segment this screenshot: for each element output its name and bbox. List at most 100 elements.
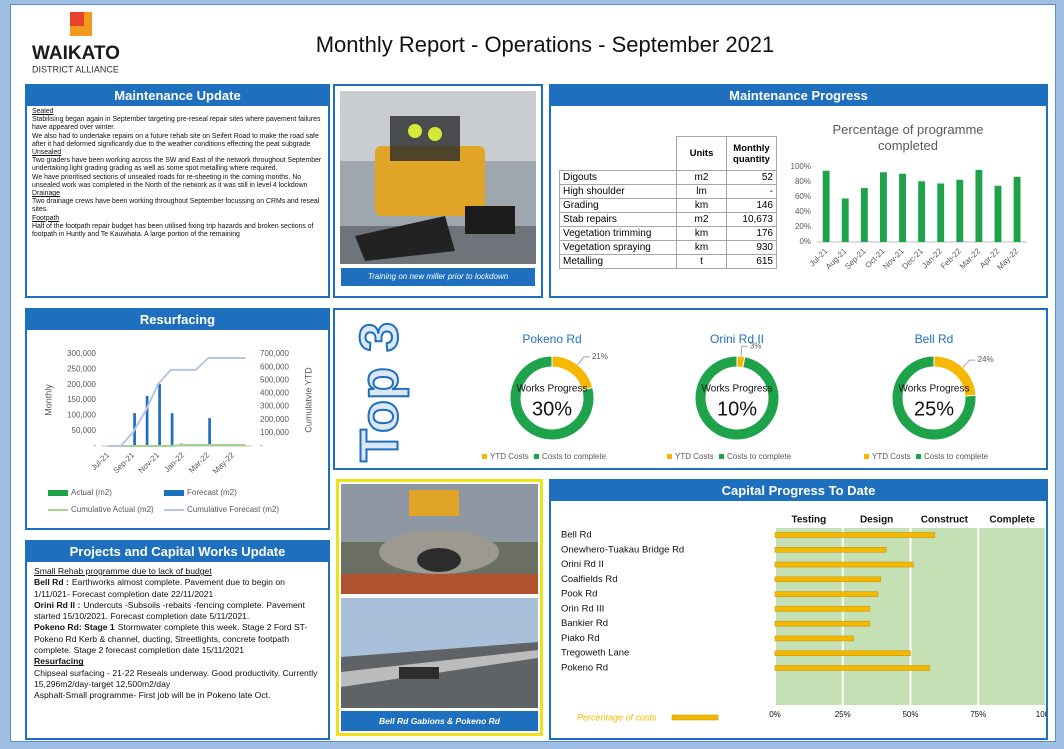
update-label: Bell Rd : xyxy=(34,577,69,587)
y-tick-label: 300,000 xyxy=(67,349,96,358)
table-cell: 146 xyxy=(727,199,777,213)
legend-label: YTD Costs xyxy=(490,452,529,461)
paragraph: We also had to undertake repairs on a fu… xyxy=(32,133,323,149)
bar xyxy=(1014,177,1021,242)
y2-tick-label: 300,000 xyxy=(260,402,289,411)
bar xyxy=(775,666,929,671)
bar xyxy=(775,592,878,597)
stage-column xyxy=(979,528,1045,705)
section-heading: Drainage xyxy=(32,190,323,198)
stage-column xyxy=(844,528,910,705)
update-label: Orini Rd II : xyxy=(34,600,80,610)
projects-body: Small Rehab programme due to lack of bud… xyxy=(27,562,328,706)
table-cell: lm xyxy=(677,185,727,199)
leader-line xyxy=(578,357,590,365)
stage-label: Construct xyxy=(921,515,969,526)
x-tick-label: 50% xyxy=(902,710,918,719)
x-tick-label: Jul-21 xyxy=(89,450,111,472)
row-label: Pook Rd xyxy=(561,589,597,600)
resurfacing-panel: Resurfacing -50,000100,000150,000200,000… xyxy=(25,308,330,530)
section-heading: Footpath xyxy=(32,215,323,223)
machine-track xyxy=(465,206,515,234)
data-label: 24% xyxy=(978,355,994,364)
update-line: Small Rehab programme due to lack of bud… xyxy=(34,566,321,577)
row-label: Orini Rd II xyxy=(561,559,604,570)
paragraph: Stabilising began again in September tar… xyxy=(32,116,323,132)
table-row: Stab repairsm210,673 xyxy=(560,213,777,227)
bar xyxy=(775,547,886,552)
table-cell: km xyxy=(677,241,727,255)
x-tick-label: Sep-21 xyxy=(843,246,868,271)
page: Monthly Report { "header": {"logo_name":… xyxy=(0,0,1064,749)
x-tick-label: Nov-21 xyxy=(137,450,162,475)
table-header-row: UnitsMonthly quantity xyxy=(560,137,777,171)
bar xyxy=(937,184,944,243)
data-label: 21% xyxy=(592,352,608,361)
legend-swatch xyxy=(719,454,724,459)
update-text: Asphalt-Small programme- First job will … xyxy=(34,690,270,700)
table-cell: 615 xyxy=(727,255,777,269)
top3-charts: Top 3 Pokeno Rd21%Works Progress30%YTD C… xyxy=(335,310,1046,468)
table-cell: m2 xyxy=(677,213,727,227)
y-tick-label: 100% xyxy=(791,162,811,171)
legend-swatch xyxy=(482,454,487,459)
progress-chart: 0%20%40%60%80%100%Jul-21Aug-21Sep-21Oct-… xyxy=(771,108,1047,296)
panel-title: Maintenance Progress xyxy=(551,86,1046,106)
resurfacing-chart: -50,000100,000150,000200,000250,000300,0… xyxy=(27,330,328,528)
legend-label: Cumulative Forecast (m2) xyxy=(187,505,279,514)
row-label: Bankier Rd xyxy=(561,618,608,629)
x-tick-label: Sep-21 xyxy=(112,450,137,475)
update-text: Earthworks almost complete. Pavement due… xyxy=(34,577,285,598)
bar xyxy=(775,636,854,641)
y-tick-label: 60% xyxy=(795,192,811,201)
table-cell: 930 xyxy=(727,241,777,255)
leader-line xyxy=(741,346,748,356)
legend-label: YTD Costs xyxy=(675,452,714,461)
x-tick-label: 0% xyxy=(769,710,781,719)
section-heading: Sealed xyxy=(32,108,323,116)
legend-label: Cumulative Actual (m2) xyxy=(71,505,154,514)
legend-swatch xyxy=(672,715,718,720)
table-cell: t xyxy=(677,255,727,269)
excavator xyxy=(409,490,459,516)
y2-tick-label: 700,000 xyxy=(260,349,289,358)
paragraph: Two drainage crews have been working thr… xyxy=(32,198,323,214)
legend-swatch xyxy=(48,490,68,496)
y-tick-label: 250,000 xyxy=(67,364,96,373)
bar xyxy=(775,606,870,611)
photo-soil xyxy=(341,574,538,594)
bar xyxy=(918,181,925,242)
table-cell: km xyxy=(677,199,727,213)
logo: WAIKATO DISTRICT ALLIANCE xyxy=(30,10,160,80)
table-cell: Metalling xyxy=(560,255,677,269)
legend-swatch xyxy=(667,454,672,459)
table-cell: 176 xyxy=(727,227,777,241)
section-heading: Unsealed xyxy=(32,149,323,157)
bar xyxy=(775,577,881,582)
row-label: Onewhero-Tuakau Bridge Rd xyxy=(561,544,684,555)
update-line: Bell Rd :Earthworks almost complete. Pav… xyxy=(34,577,321,600)
drain-grate xyxy=(399,667,439,679)
x-tick-label: May-22 xyxy=(211,450,237,476)
legend-label: Costs to complete xyxy=(542,452,607,461)
x-tick-label: 100% xyxy=(1036,710,1046,719)
table-cell: Vegetation spraying xyxy=(560,241,677,255)
stage-label: Design xyxy=(860,515,893,526)
table-header-cell: Units xyxy=(677,137,727,171)
capital-progress-panel: Capital Progress To Date TestingDesignCo… xyxy=(549,479,1048,740)
panel-title: Projects and Capital Works Update xyxy=(27,542,328,562)
legend-swatch xyxy=(864,454,869,459)
y-tick-label: - xyxy=(93,441,96,450)
update-line: Pokeno Rd: Stage 1Stormwater complete th… xyxy=(34,622,321,656)
row-label: Tregoweth Lane xyxy=(561,648,629,659)
bar xyxy=(823,171,830,242)
center-value: 10% xyxy=(717,398,757,420)
bar xyxy=(842,199,849,243)
bar xyxy=(208,418,211,446)
photo-caption: Bell Rd Gabions & Pokeno Rd xyxy=(341,711,538,731)
worker xyxy=(408,124,422,138)
